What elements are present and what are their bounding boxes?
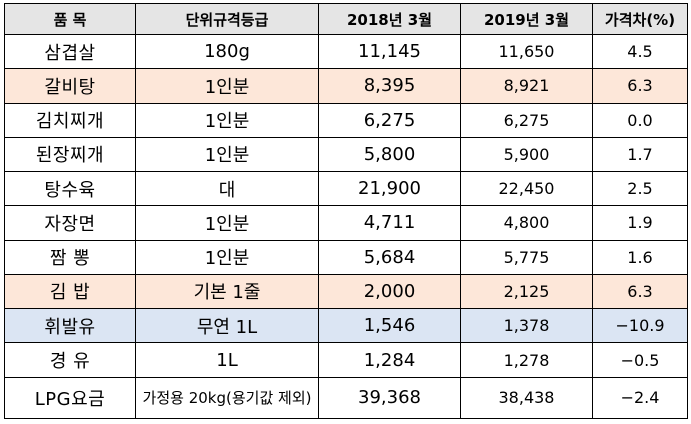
- cell-2018: 6,275: [318, 102, 461, 138]
- cell-item: 김 밥: [4, 273, 136, 310]
- table-row: 된장찌개 1인분 5,800 5,900 1.7: [4, 136, 688, 173]
- cell-diff: 4.5: [592, 33, 688, 70]
- cell-item: 갈비탕: [4, 68, 136, 104]
- cell-2019: 1,378: [460, 308, 593, 344]
- cell-2018: 2,000: [318, 273, 461, 310]
- cell-diff: 1.9: [592, 205, 688, 241]
- cell-2018: 1,284: [318, 342, 461, 378]
- table-row: 김 밥 기본 1줄 2,000 2,125 6.3: [4, 273, 688, 310]
- cell-unit: 1인분: [135, 239, 319, 275]
- cell-item: 김치찌개: [4, 102, 136, 138]
- cell-unit: 1인분: [135, 136, 319, 173]
- header-price-diff: 가격차(%): [592, 3, 688, 35]
- cell-diff: 1.6: [592, 239, 688, 275]
- cell-unit: 180g: [135, 33, 319, 70]
- cell-item: 휘발유: [4, 308, 136, 344]
- cell-item: 자장면: [4, 205, 136, 241]
- header-item: 품 목: [4, 3, 136, 35]
- cell-2018: 21,900: [318, 171, 461, 207]
- table-row: 짬 뽕 1인분 5,684 5,775 1.6: [4, 239, 688, 275]
- cell-unit: 대: [135, 171, 319, 207]
- cell-2019: 4,800: [460, 205, 593, 241]
- cell-unit: 기본 1줄: [135, 273, 319, 310]
- cell-2019: 11,650: [460, 33, 593, 70]
- cell-unit: 1인분: [135, 68, 319, 104]
- table-row: 휘발유 무연 1L 1,546 1,378 −10.9: [4, 308, 688, 344]
- cell-diff: 0.0: [592, 102, 688, 138]
- table-row: 갈비탕 1인분 8,395 8,921 6.3: [4, 68, 688, 104]
- cell-diff: −2.4: [592, 376, 688, 420]
- cell-unit: 1인분: [135, 102, 319, 138]
- cell-2018: 5,800: [318, 136, 461, 173]
- cell-diff: 6.3: [592, 68, 688, 104]
- cell-2019: 1,278: [460, 342, 593, 378]
- cell-2019: 2,125: [460, 273, 593, 310]
- table-row: 탕수육 대 21,900 22,450 2.5: [4, 171, 688, 207]
- cell-item: LPG요금: [4, 376, 136, 420]
- cell-unit: 1인분: [135, 205, 319, 241]
- cell-2018: 4,711: [318, 205, 461, 241]
- cell-diff: −10.9: [592, 308, 688, 344]
- table-row: 김치찌개 1인분 6,275 6,275 0.0: [4, 102, 688, 138]
- cell-unit: 가정용 20kg(용기값 제외): [135, 376, 319, 420]
- cell-2018: 5,684: [318, 239, 461, 275]
- cell-2019: 38,438: [460, 376, 593, 420]
- cell-diff: 6.3: [592, 273, 688, 310]
- cell-item: 삼겹살: [4, 33, 136, 70]
- cell-2019: 6,275: [460, 102, 593, 138]
- cell-diff: 2.5: [592, 171, 688, 207]
- cell-2019: 22,450: [460, 171, 593, 207]
- cell-2019: 5,775: [460, 239, 593, 275]
- table-header-row: 품 목 단위규격등급 2018년 3월 2019년 3월 가격차(%): [4, 3, 688, 35]
- table-row: 자장면 1인분 4,711 4,800 1.9: [4, 205, 688, 241]
- cell-2018: 1,546: [318, 308, 461, 344]
- cell-unit: 1L: [135, 342, 319, 378]
- cell-item: 탕수육: [4, 171, 136, 207]
- cell-2019: 8,921: [460, 68, 593, 104]
- header-2019-march: 2019년 3월: [460, 3, 593, 35]
- cell-item: 짬 뽕: [4, 239, 136, 275]
- price-comparison-table: 품 목 단위규격등급 2018년 3월 2019년 3월 가격차(%) 삼겹살 …: [4, 3, 688, 420]
- header-2018-march: 2018년 3월: [318, 3, 461, 35]
- cell-unit: 무연 1L: [135, 308, 319, 344]
- table-row: 경 유 1L 1,284 1,278 −0.5: [4, 342, 688, 378]
- cell-2018: 11,145: [318, 33, 461, 70]
- cell-diff: −0.5: [592, 342, 688, 378]
- cell-2018: 39,368: [318, 376, 461, 420]
- cell-item: 경 유: [4, 342, 136, 378]
- table-row: 삼겹살 180g 11,145 11,650 4.5: [4, 33, 688, 70]
- header-unit: 단위규격등급: [135, 3, 319, 35]
- cell-2018: 8,395: [318, 68, 461, 104]
- table-row: LPG요금 가정용 20kg(용기값 제외) 39,368 38,438 −2.…: [4, 376, 688, 420]
- cell-2019: 5,900: [460, 136, 593, 173]
- cell-item: 된장찌개: [4, 136, 136, 173]
- cell-diff: 1.7: [592, 136, 688, 173]
